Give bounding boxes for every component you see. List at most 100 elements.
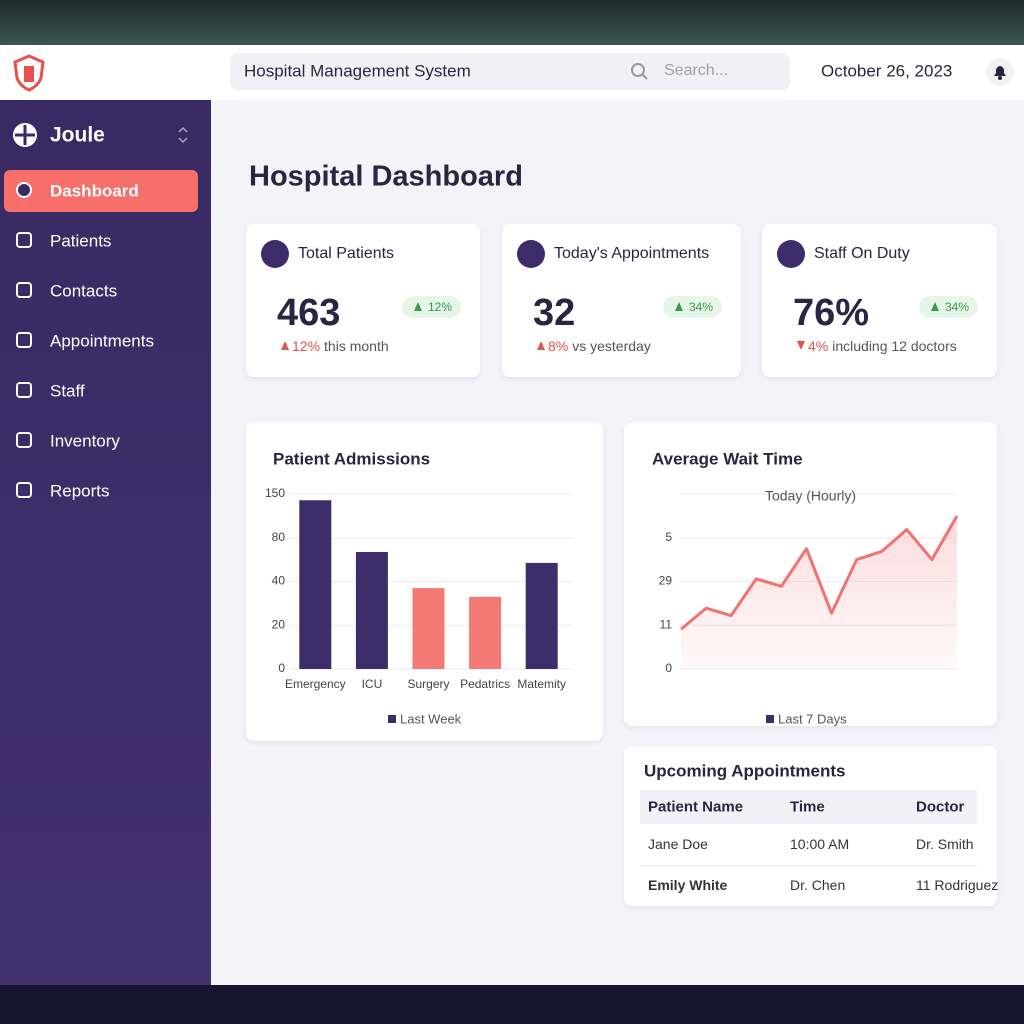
stat-badge: 34% — [663, 296, 722, 318]
nav-icon — [16, 432, 32, 448]
stat-card: Staff On Duty 76% 34% 4% including 12 doctor… — [762, 224, 997, 377]
table-cell: 11 Rodriguez — [916, 877, 999, 893]
x-tick-label: Surgery — [407, 677, 449, 691]
nav-icon — [16, 232, 32, 248]
nav-item[interactable]: Contacts — [50, 281, 118, 301]
nav-icon — [16, 382, 32, 398]
brand-icon — [13, 123, 37, 147]
badge-arrow — [675, 302, 683, 311]
nav-item[interactable]: Inventory — [50, 431, 120, 451]
y-tick-label: 0 — [665, 661, 672, 675]
nav-icon — [16, 332, 32, 348]
nav-item[interactable]: Reports — [50, 481, 110, 501]
y-tick-label: 29 — [659, 574, 673, 588]
search-bar[interactable] — [230, 53, 790, 90]
stat-card: Today's Appointments 32 34% 8% vs yesterday — [502, 224, 741, 377]
y-tick-label: 80 — [272, 530, 286, 544]
stat-value: 463 — [277, 292, 341, 334]
bar — [525, 562, 558, 669]
bar — [412, 588, 445, 669]
stat-badge-text: 34% — [945, 300, 970, 314]
date: October 26, 2023 — [821, 61, 953, 81]
area-fill — [681, 515, 957, 669]
chart-subtitle: Today (Hourly) — [765, 488, 856, 504]
table-cell: Jane Doe — [648, 836, 708, 852]
stat-note: this month — [324, 338, 389, 354]
change-arrow — [537, 341, 545, 350]
stat-change: 4% — [808, 338, 829, 354]
app-title: Hospital Management System — [244, 61, 471, 81]
table-header — [640, 790, 977, 824]
brand: Joule — [50, 123, 105, 147]
logo — [13, 54, 45, 92]
stat-icon — [261, 240, 289, 268]
stat-badge-text: 34% — [689, 300, 714, 314]
stat-badge: 12% — [402, 296, 461, 318]
legend-label: Last Week — [400, 711, 462, 726]
brand-toggle[interactable] — [176, 125, 190, 145]
x-tick-label: Pedatrics — [460, 677, 510, 691]
nav-active-bg — [4, 170, 198, 212]
chart-title: Patient Admissions — [273, 449, 430, 468]
y-tick-label: 40 — [272, 574, 286, 588]
chart-title: Average Wait Time — [652, 449, 803, 468]
search-icon — [631, 63, 648, 80]
nav-item[interactable]: Staff — [50, 381, 85, 401]
change-arrow — [281, 341, 289, 350]
table-column: Doctor — [916, 798, 965, 816]
stat-note: including 12 doctors — [832, 338, 957, 354]
header: Hospital Management System Search... Oct… — [0, 45, 1024, 100]
stat-label: Total Patients — [298, 245, 395, 262]
badge-arrow — [931, 302, 939, 311]
table-column: Patient Name — [648, 798, 744, 816]
nav-item[interactable]: Patients — [50, 231, 112, 251]
nav-icon — [16, 482, 32, 498]
row-divider — [640, 865, 977, 866]
table-card: Upcoming Appointments Patient Name Time Do… — [624, 746, 999, 906]
table-column: Time — [790, 798, 825, 816]
window-frame — [0, 0, 1024, 45]
y-tick-label: 150 — [265, 486, 285, 500]
x-tick-label: Matemity — [517, 677, 566, 691]
table-cell: 10:00 AM — [790, 836, 850, 852]
stat-change: 12% — [292, 338, 321, 354]
nav-icon — [16, 182, 32, 198]
stat-label: Today's Appointments — [554, 245, 710, 262]
stat-icon — [517, 240, 545, 268]
y-tick-label: 5 — [665, 530, 672, 544]
nav-icon — [16, 282, 32, 298]
y-tick-label: 20 — [272, 617, 286, 631]
nav-item[interactable]: Dashboard — [50, 181, 139, 201]
y-tick-label: 0 — [278, 661, 285, 675]
stat-icon — [777, 240, 805, 268]
table-cell: Dr. Smith — [916, 836, 974, 852]
stat-value: 76% — [793, 292, 870, 334]
stat-value: 32 — [533, 292, 576, 334]
notification-bell[interactable] — [985, 57, 1015, 87]
bar — [469, 596, 502, 669]
table-title: Upcoming Appointments — [644, 761, 846, 781]
y-tick-label: 11 — [660, 617, 673, 631]
page-title: Hospital Dashboard — [249, 160, 523, 193]
legend-label: Last 7 Days — [778, 711, 847, 726]
table-cell: Dr. Chen — [790, 877, 846, 893]
bar — [299, 500, 332, 669]
table-cell: Emily White — [648, 877, 728, 893]
change-arrow — [797, 341, 805, 350]
legend-swatch — [766, 715, 774, 723]
legend-swatch — [388, 715, 396, 723]
stat-badge: 34% — [919, 296, 978, 318]
sidebar: Joule Dashboard Patients Contacts Appointme… — [0, 100, 211, 985]
line — [680, 515, 959, 631]
stat-change: 8% — [548, 338, 569, 354]
stat-badge-text: 12% — [428, 300, 453, 314]
x-tick-label: Emergency — [285, 677, 346, 691]
stat-label: Staff On Duty — [814, 245, 910, 262]
badge-arrow — [414, 302, 422, 311]
x-tick-label: ICU — [362, 677, 383, 691]
stat-note: vs yesterday — [572, 338, 651, 354]
bar — [355, 551, 388, 669]
nav-item[interactable]: Appointments — [50, 331, 154, 351]
